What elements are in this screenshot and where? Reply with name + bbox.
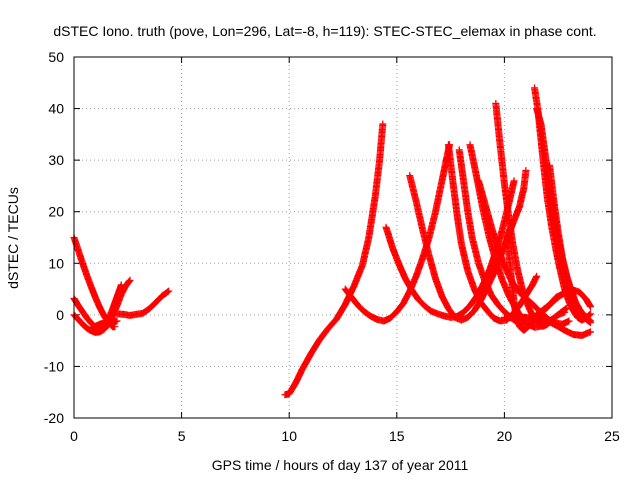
series-4	[87, 317, 121, 332]
x-tick-label: 0	[70, 428, 78, 444]
series-18-markers	[546, 161, 594, 325]
series-19	[500, 313, 594, 339]
plot-frame	[73, 56, 613, 419]
series-6-markers	[281, 120, 387, 399]
series-6	[281, 120, 387, 399]
series-19-markers	[500, 313, 594, 339]
chart-title: dSTEC Iono. truth (pove, Lon=296, Lat=-8…	[53, 23, 596, 39]
series-14	[492, 99, 569, 330]
y-tick-label: 30	[48, 152, 64, 168]
series-4-markers	[87, 317, 121, 332]
x-axis-ticks: 0 5 10 15 20 25	[70, 57, 620, 444]
x-tick-label: 15	[389, 428, 405, 444]
series-5	[113, 287, 173, 319]
y-axis-ticks: -20 -10 0 10 20 30 40 50	[44, 49, 612, 426]
y-axis-title: dSTEC / TECUs	[5, 187, 21, 289]
data-markers	[70, 84, 594, 399]
x-tick-label: 5	[178, 428, 186, 444]
y-tick-label: 10	[48, 255, 64, 271]
y-tick-label: 20	[48, 204, 64, 220]
series-14-markers	[492, 99, 569, 330]
x-tick-label: 25	[604, 428, 620, 444]
series-18	[546, 161, 594, 325]
x-tick-label: 10	[281, 428, 297, 444]
y-tick-label: 0	[56, 307, 64, 323]
x-tick-label: 20	[497, 428, 513, 444]
y-tick-label: -10	[44, 358, 64, 374]
y-tick-label: 40	[48, 101, 64, 117]
x-axis-title: GPS time / hours of day 137 of year 2011	[212, 457, 469, 473]
y-tick-label: -20	[44, 410, 64, 426]
series-5-markers	[113, 287, 173, 319]
y-tick-label: 50	[48, 49, 64, 65]
